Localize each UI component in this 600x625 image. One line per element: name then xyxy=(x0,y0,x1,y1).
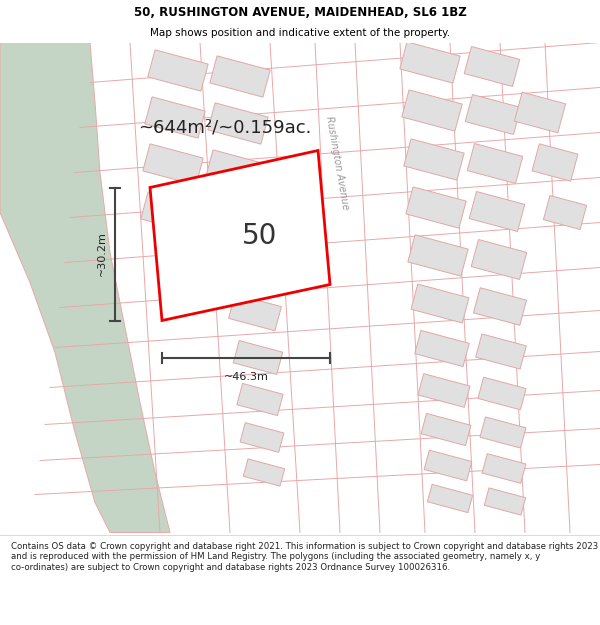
Polygon shape xyxy=(469,191,525,231)
Polygon shape xyxy=(427,484,473,512)
Polygon shape xyxy=(404,139,464,180)
Polygon shape xyxy=(408,235,468,276)
Polygon shape xyxy=(400,42,460,83)
Polygon shape xyxy=(482,454,526,483)
Polygon shape xyxy=(402,90,462,131)
Polygon shape xyxy=(411,284,469,323)
Polygon shape xyxy=(471,239,527,279)
Polygon shape xyxy=(240,422,284,452)
Polygon shape xyxy=(150,151,330,321)
Polygon shape xyxy=(233,341,283,374)
Polygon shape xyxy=(480,417,526,448)
Polygon shape xyxy=(484,488,526,515)
Polygon shape xyxy=(244,459,284,486)
Polygon shape xyxy=(473,288,527,325)
Polygon shape xyxy=(478,377,526,410)
Text: ~644m²/~0.159ac.: ~644m²/~0.159ac. xyxy=(139,119,311,136)
Polygon shape xyxy=(143,144,203,185)
Polygon shape xyxy=(532,144,578,181)
Polygon shape xyxy=(223,246,278,284)
Polygon shape xyxy=(229,294,281,331)
Polygon shape xyxy=(210,56,270,97)
Polygon shape xyxy=(208,103,268,144)
Polygon shape xyxy=(145,97,205,138)
Text: ~46.3m: ~46.3m xyxy=(224,372,268,382)
Text: Contains OS data © Crown copyright and database right 2021. This information is : Contains OS data © Crown copyright and d… xyxy=(11,542,598,571)
Polygon shape xyxy=(476,334,526,369)
Polygon shape xyxy=(204,197,264,238)
Polygon shape xyxy=(406,187,466,228)
Text: ~30.2m: ~30.2m xyxy=(97,231,107,276)
Polygon shape xyxy=(0,42,170,532)
Polygon shape xyxy=(464,46,520,86)
Polygon shape xyxy=(415,331,469,366)
Polygon shape xyxy=(421,413,471,446)
Text: 50: 50 xyxy=(242,222,278,250)
Polygon shape xyxy=(544,196,587,229)
Polygon shape xyxy=(141,192,201,233)
Text: Rushington Avenue: Rushington Avenue xyxy=(324,115,350,210)
Text: Map shows position and indicative extent of the property.: Map shows position and indicative extent… xyxy=(150,28,450,38)
Polygon shape xyxy=(418,374,470,408)
Polygon shape xyxy=(148,50,208,91)
Polygon shape xyxy=(424,450,472,481)
Polygon shape xyxy=(467,144,523,184)
Polygon shape xyxy=(514,92,566,132)
Polygon shape xyxy=(237,384,283,416)
Text: 50, RUSHINGTON AVENUE, MAIDENHEAD, SL6 1BZ: 50, RUSHINGTON AVENUE, MAIDENHEAD, SL6 1… xyxy=(134,6,466,19)
Polygon shape xyxy=(206,150,266,191)
Polygon shape xyxy=(465,94,521,134)
